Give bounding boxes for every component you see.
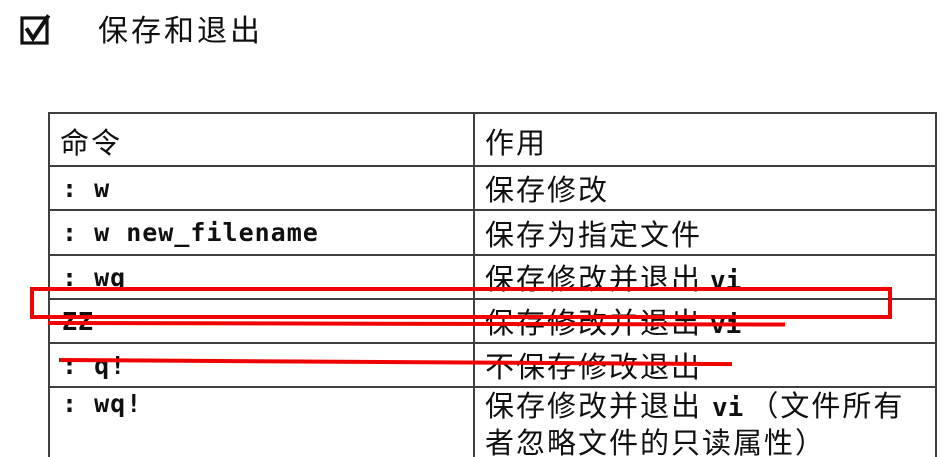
column-header-command: 命令 [48, 112, 475, 167]
action-cell: 保存修改 [473, 165, 937, 211]
action-cell: 不保存修改退出 [473, 342, 937, 388]
action-text: 保存修改并退出 [485, 264, 703, 296]
action-text: 保存修改并退出 [485, 391, 703, 423]
section-heading: 保存和退出 [20, 6, 263, 50]
table-row: : wq 保存修改并退出 vi [48, 254, 937, 300]
action-code: vi [710, 266, 742, 296]
table-row: : q! 不保存修改退出 [48, 342, 937, 388]
table-row: : wq! 保存修改并退出 vi （文件所有者忽略文件的只读属性） [48, 386, 937, 457]
command-cell: : wq [48, 254, 475, 300]
action-suffix: （文件所有者忽略文件的只读属性） [485, 391, 905, 457]
column-header-action: 作用 [473, 112, 937, 167]
action-cell: 保存为指定文件 [473, 209, 937, 256]
action-text: 保存修改并退出 [485, 308, 703, 340]
vi-save-exit-commands-table: 命令 作用 : w 保存修改 : w new_filename 保存为指定文件 … [48, 112, 937, 457]
table-row: : w new_filename 保存为指定文件 [48, 209, 937, 256]
command-cell: : w [48, 165, 475, 211]
action-code: vi [712, 393, 744, 423]
command-cell: ZZ [48, 298, 475, 344]
command-cell: : w new_filename [48, 209, 475, 256]
table-header-row: 命令 作用 [48, 112, 937, 167]
command-cell: : wq! [48, 386, 475, 457]
checked-checkbox-icon [20, 10, 54, 46]
action-cell: 保存修改并退出 vi [473, 254, 937, 300]
table-row-highlighted: ZZ 保存修改并退出 vi [48, 298, 937, 344]
command-cell: : q! [48, 342, 475, 388]
action-cell: 保存修改并退出 vi （文件所有者忽略文件的只读属性） [473, 386, 937, 457]
action-code: vi [710, 310, 742, 340]
action-cell: 保存修改并退出 vi [473, 298, 937, 344]
table-row: : w 保存修改 [48, 165, 937, 211]
section-title: 保存和退出 [98, 15, 263, 48]
